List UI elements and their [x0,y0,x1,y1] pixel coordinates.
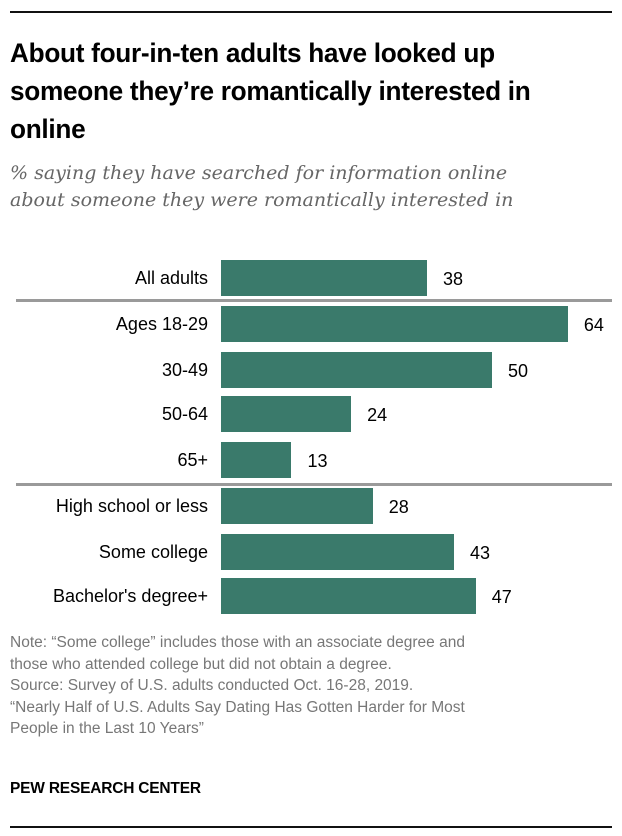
chart-notes: Note: “Some college” includes those with… [10,632,615,740]
bar [221,306,568,342]
report-title-line: People in the Last 10 Years” [10,720,204,737]
note-line: Note: “Some college” includes those with… [10,634,465,651]
note-line: those who attended college but did not o… [10,655,392,673]
bar [221,396,352,432]
subtitle-line-2: about someone they were romantically int… [10,189,514,211]
bar-label: 30-49 [161,360,208,380]
top-rule [10,11,612,13]
report-title-line: “Nearly Half of U.S. Adults Say Dating H… [10,698,465,716]
bar-value: 38 [442,269,463,289]
bar-label: 50-64 [161,404,208,424]
bar-label: High school or less [55,496,208,516]
bar [221,442,292,478]
bar-row-bachelors-degree-plus: Bachelor's degree+ 47 [0,578,622,614]
bar-label: 65+ [177,450,208,470]
bar-value: 47 [491,587,512,607]
bar-row-50-64: 50-64 24 [0,396,622,432]
bar-row-30-49: 30-49 50 [0,352,622,388]
bar [221,534,455,570]
bar [221,260,427,296]
bar-row-65-plus: 65+ 13 [0,442,622,478]
bar-label: All adults [134,268,208,288]
chart-subtitle: % saying they have searched for informat… [10,160,610,214]
bar-label: Some college [98,542,208,562]
group-separator [16,483,612,486]
bar [221,352,492,388]
bar [221,488,373,524]
bar-row-some-college: Some college 43 [0,534,622,570]
bar-row-all-adults: All adults 38 [0,260,622,296]
bar [221,578,476,614]
bottom-rule [10,826,612,828]
bar-label: Ages 18-29 [115,314,208,334]
bar-value: 50 [508,361,529,381]
bar-label: Bachelor's degree+ [52,586,208,606]
source-line: Source: Survey of U.S. adults conducted … [10,677,414,694]
chart-title: About four-in-ten adults have looked up … [10,38,531,144]
bar-value: 24 [367,405,388,425]
brand-logo-text: PEW RESEARCH CENTER [10,780,201,797]
bar-row-ages-18-29: Ages 18-29 64 [0,306,622,342]
bar-value: 64 [583,315,604,335]
bar-row-high-school-or-less: High school or less 28 [0,488,622,524]
bar-value: 28 [388,497,409,517]
bar-value: 13 [307,451,328,471]
group-separator [16,299,612,302]
subtitle-line-1: % saying they have searched for informat… [10,162,508,184]
bar-value: 43 [470,543,491,563]
